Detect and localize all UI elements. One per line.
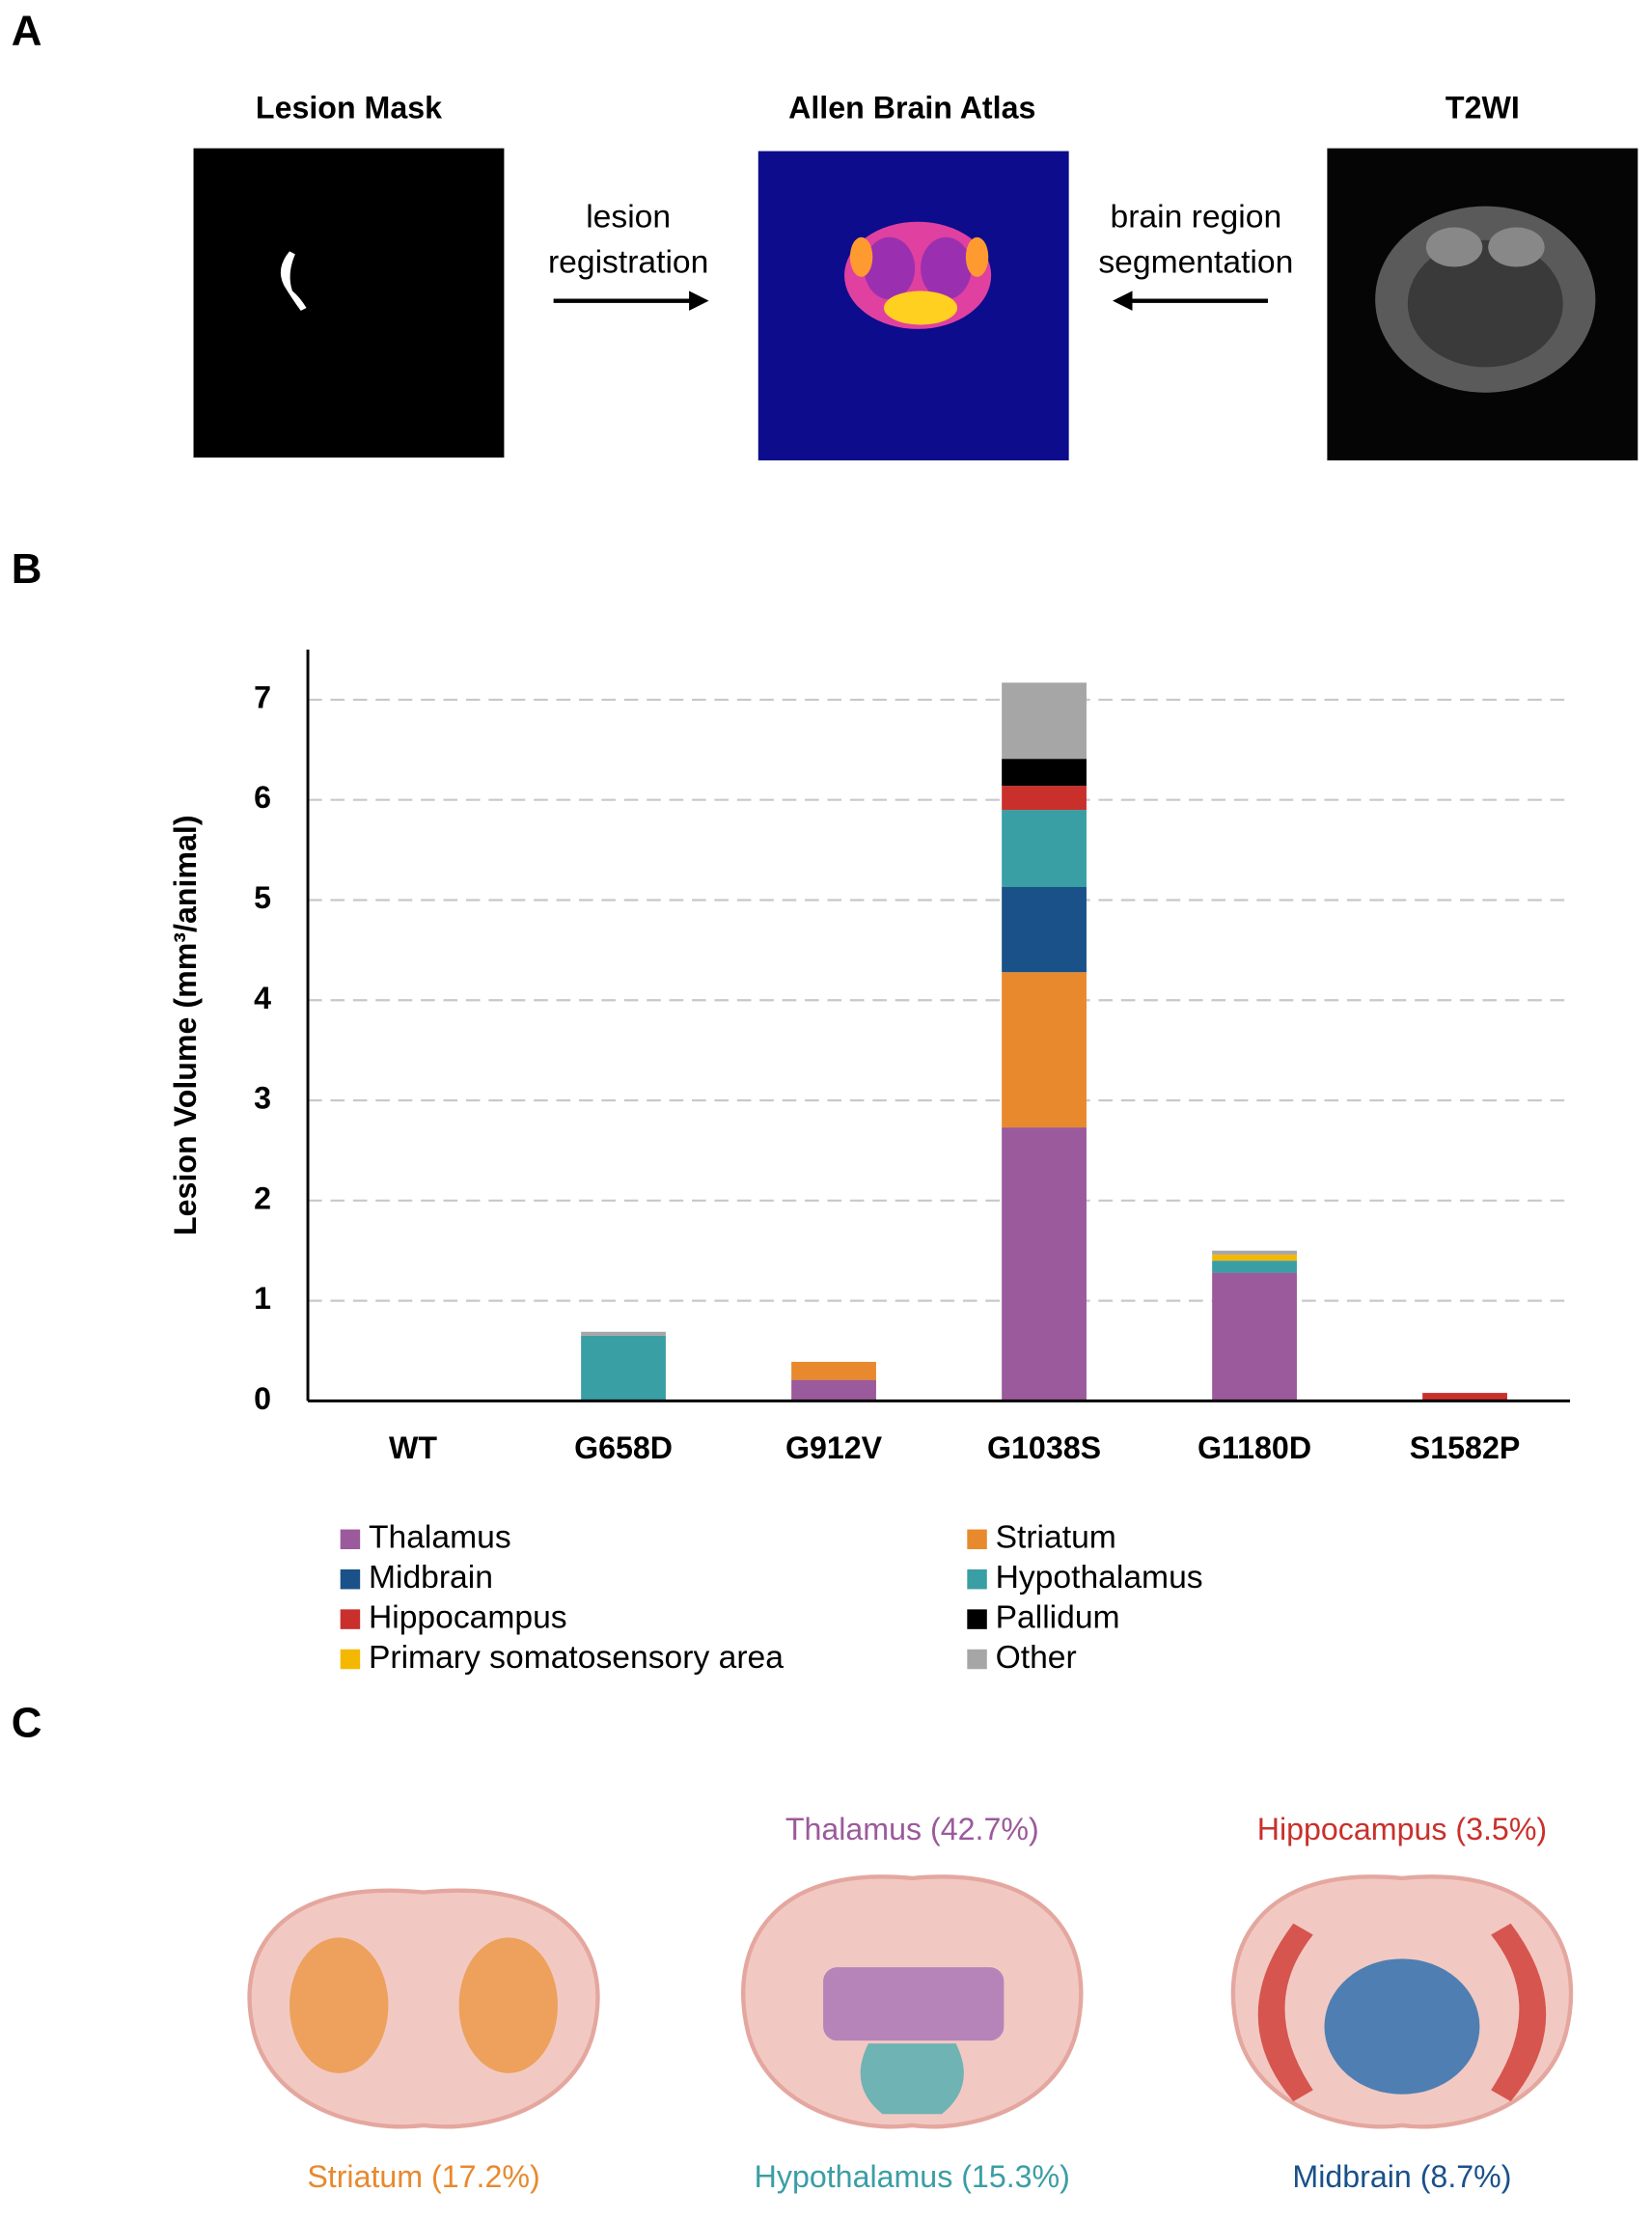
- y-tick-label: 1: [254, 1281, 271, 1316]
- region-label: Striatum (17.2%): [307, 2159, 539, 2194]
- x-tick-label: G912V: [785, 1430, 883, 1465]
- x-tick-label: G1180D: [1198, 1430, 1311, 1465]
- panel-label: C: [12, 1700, 42, 1747]
- bar-segment: [791, 1361, 876, 1380]
- y-tick-label: 7: [254, 680, 271, 714]
- legend-label: Striatum: [996, 1520, 1116, 1556]
- x-tick-label: S1582P: [1410, 1430, 1520, 1465]
- legend-swatch: [967, 1568, 987, 1590]
- brain-thalamus: [741, 1874, 1084, 2129]
- legend-label: Hippocampus: [369, 1599, 567, 1635]
- panel-label: A: [12, 8, 42, 55]
- legend-swatch: [967, 1649, 987, 1670]
- bar-segment: [581, 1335, 666, 1401]
- atlas-region: [849, 236, 873, 277]
- t2wi-region: [1407, 239, 1563, 368]
- y-tick-label: 6: [254, 780, 271, 815]
- panel-label: B: [12, 545, 42, 593]
- bar-segment: [791, 1379, 876, 1401]
- bar-segment: [1002, 682, 1087, 760]
- hypothalamus-region: [860, 2043, 964, 2115]
- atlas-region: [883, 291, 958, 325]
- lesion-mask-image: [193, 148, 505, 458]
- region-label: Thalamus (42.7%): [785, 1812, 1039, 1846]
- t2wi-region: [1488, 227, 1545, 267]
- bar-segment: [1002, 1127, 1087, 1401]
- brain-midbrain: [1230, 1874, 1574, 2129]
- legend-label: Pallidum: [996, 1599, 1120, 1635]
- region-label: Midbrain (8.7%): [1292, 2159, 1511, 2194]
- image-title: Allen Brain Atlas: [788, 91, 1035, 125]
- atlas-region: [921, 236, 972, 300]
- atlas-region: [965, 236, 989, 277]
- bar-segment: [1002, 886, 1087, 973]
- legend-label: Thalamus: [369, 1520, 511, 1556]
- y-tick-label: 2: [254, 1180, 271, 1215]
- panel-c-labels: Striatum (17.2%) Thalamus (42.7%) Hypothal…: [307, 1812, 1547, 2194]
- arrow-label: segmentation: [1098, 244, 1293, 280]
- t2wi-region: [1425, 227, 1483, 267]
- x-tick-label: WT: [389, 1430, 437, 1465]
- bar-segment: [1212, 1261, 1297, 1273]
- hippocampus-region: [1491, 1923, 1547, 2102]
- y-axis-label: Lesion Volume (mm³/animal): [168, 815, 203, 1235]
- plot: 0 1 2 3 4 5 6 7 WT G658D G912V G1038S G1180D S1582P Th…: [254, 650, 1571, 1676]
- bar-segment: [1002, 786, 1087, 811]
- legend-swatch: [967, 1529, 987, 1550]
- y-tick-label: 4: [254, 981, 271, 1015]
- x-tick-label: G658D: [574, 1430, 673, 1465]
- x-tick-label: G1038S: [987, 1430, 1101, 1465]
- bar-segment: [1422, 1393, 1507, 1401]
- bar-segment: [581, 1331, 666, 1336]
- bar-segment: [1002, 972, 1087, 1128]
- brain-striatum: [247, 1888, 600, 2129]
- legend-label: Other: [996, 1640, 1077, 1676]
- atlas-region: [864, 236, 916, 300]
- legend-label: Midbrain: [369, 1560, 493, 1596]
- y-tick-label: 0: [254, 1381, 271, 1416]
- image-title: T2WI: [1446, 91, 1520, 125]
- bar-segment: [1212, 1272, 1297, 1401]
- midbrain-region: [1324, 1958, 1480, 2095]
- arrow-head: [1113, 291, 1133, 311]
- legend-swatch: [340, 1568, 361, 1590]
- legend-label: Primary somatosensory area: [369, 1640, 784, 1676]
- legend-label: Hypothalamus: [996, 1560, 1203, 1596]
- hippocampus-region: [1257, 1923, 1313, 2102]
- image-title: Lesion Mask: [256, 91, 442, 125]
- y-tick-label: 5: [254, 880, 271, 915]
- arrow-head: [689, 291, 709, 311]
- thalamus-region: [823, 1967, 1005, 2041]
- arrow-label: lesion: [586, 200, 671, 236]
- legend-swatch: [340, 1649, 361, 1670]
- bar-segment: [1002, 759, 1087, 787]
- bar-segment: [1002, 810, 1087, 887]
- region-label: Hippocampus (3.5%): [1257, 1812, 1547, 1846]
- legend-swatch: [340, 1529, 361, 1550]
- bar-segment: [1212, 1250, 1297, 1255]
- region-label: Hypothalamus (15.3%): [755, 2159, 1070, 2194]
- bar-segment: [1212, 1254, 1297, 1262]
- legend-swatch: [340, 1609, 361, 1629]
- lesion-shape: [280, 251, 307, 311]
- arrow-label: brain region: [1110, 200, 1281, 236]
- arrow-label: registration: [548, 244, 708, 280]
- striatum-region: [458, 1937, 559, 2073]
- legend-swatch: [967, 1609, 987, 1629]
- striatum-region: [289, 1937, 389, 2073]
- y-tick-label: 3: [254, 1081, 271, 1116]
